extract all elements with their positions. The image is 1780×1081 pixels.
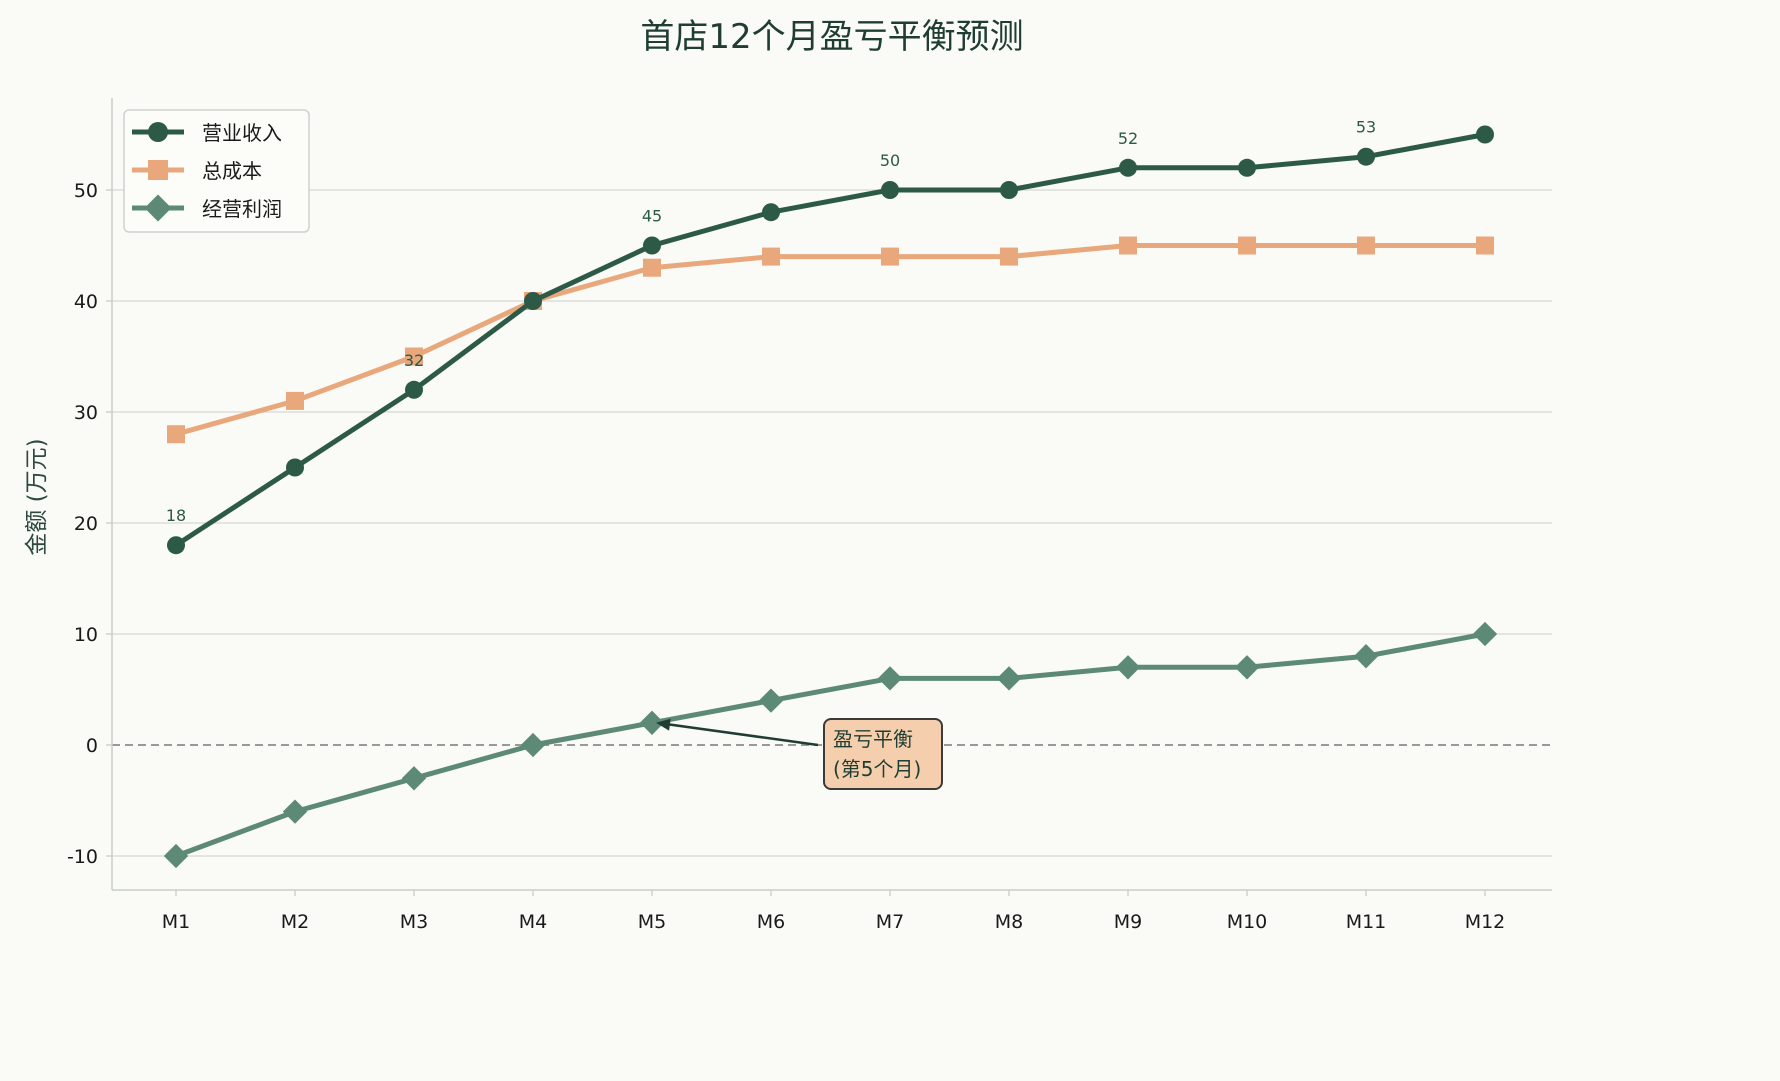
series-营业收入 (167, 125, 1494, 555)
series-经营利润 (163, 621, 1498, 869)
legend-marker (148, 160, 168, 180)
data-point (520, 732, 546, 758)
series-line (174, 132, 1486, 548)
data-label: 32 (404, 351, 424, 370)
legend-marker (148, 122, 168, 142)
data-point (881, 247, 899, 266)
data-point (524, 292, 542, 310)
data-label: 50 (880, 151, 900, 170)
y-tick-label: 20 (74, 513, 98, 535)
legend-item: 营业收入 (132, 121, 282, 145)
x-tick-label: M3 (400, 911, 428, 933)
data-point (163, 843, 189, 869)
data-point (1119, 236, 1137, 255)
annotation-line-1: 盈亏平衡 (833, 727, 913, 751)
series-line (175, 631, 1486, 859)
x-tick-label: M12 (1465, 911, 1506, 933)
data-point (1476, 236, 1494, 255)
data-point (1357, 147, 1375, 166)
x-tick-label: M4 (519, 911, 547, 933)
y-tick-label: -10 (67, 846, 98, 868)
data-label: 52 (1118, 129, 1138, 148)
data-point (762, 203, 780, 222)
legend-label: 经营利润 (202, 197, 282, 221)
x-tick-label: M2 (281, 911, 309, 933)
x-tick-label: M8 (995, 911, 1023, 933)
legend-item: 总成本 (132, 159, 262, 183)
data-point (996, 666, 1022, 691)
data-point (881, 181, 899, 199)
data-point (405, 347, 423, 366)
data-point (1119, 158, 1137, 177)
data-point (1476, 125, 1494, 144)
legend-item: 经营利润 (132, 194, 282, 222)
annotation-arrow-line (663, 722, 819, 747)
series-总成本 (167, 236, 1494, 444)
y-tick-label: 40 (74, 291, 98, 313)
legend-label: 总成本 (202, 159, 262, 183)
data-point (1357, 236, 1375, 255)
data-point (877, 666, 903, 691)
data-label: 45 (642, 207, 662, 226)
x-tick-label: M5 (638, 911, 666, 933)
data-point (1234, 655, 1260, 680)
data-point (1115, 655, 1141, 680)
data-point (758, 688, 784, 713)
x-tick-label: M6 (757, 911, 785, 933)
line-chart: 首店12个月盈亏平衡预测 金额 (万元) -10 0 10 20 30 40 50 M1 M2 M… (24, 17, 1552, 933)
legend-label: 营业收入 (202, 121, 282, 145)
x-tick-label: M9 (1114, 911, 1142, 933)
data-point (282, 799, 308, 824)
data-point (1353, 644, 1379, 669)
data-point (762, 247, 780, 266)
y-tick-label: 10 (74, 624, 98, 646)
data-point (401, 766, 427, 791)
y-axis-label: 金额 (万元) (24, 438, 50, 555)
series-line (175, 243, 1485, 437)
data-label: 18 (166, 506, 186, 525)
data-point (167, 425, 185, 444)
data-point (1472, 621, 1498, 647)
chart-container: 首店12个月盈亏平衡预测 金额 (万元) -10 0 10 20 30 40 50 M1 M2 M… (24, 17, 1552, 933)
y-tick-label: 0 (86, 735, 98, 757)
data-point (405, 380, 423, 399)
data-point (639, 710, 665, 735)
data-point (286, 391, 304, 410)
data-point (1238, 236, 1256, 255)
y-tick-label: 30 (74, 402, 98, 424)
legend-box (123, 109, 310, 233)
x-tick-label: M1 (162, 911, 190, 933)
y-tick-label: 50 (74, 180, 98, 202)
data-point (1000, 247, 1018, 266)
chart-title: 首店12个月盈亏平衡预测 (640, 17, 1023, 57)
legend-marker (144, 194, 172, 222)
data-point (167, 536, 185, 555)
annotation-box (823, 718, 943, 790)
annotation-line-2: (第5个月) (833, 757, 921, 781)
data-point (286, 458, 304, 477)
data-point (643, 258, 661, 277)
annotation-arrow-head (656, 718, 671, 731)
x-tick-label: M11 (1346, 911, 1387, 933)
data-point (1000, 181, 1018, 199)
x-tick-label: M7 (876, 911, 904, 933)
data-point (1238, 158, 1256, 177)
x-tick-label: M10 (1227, 911, 1268, 933)
data-point (643, 236, 661, 255)
data-label: 53 (1356, 118, 1376, 137)
